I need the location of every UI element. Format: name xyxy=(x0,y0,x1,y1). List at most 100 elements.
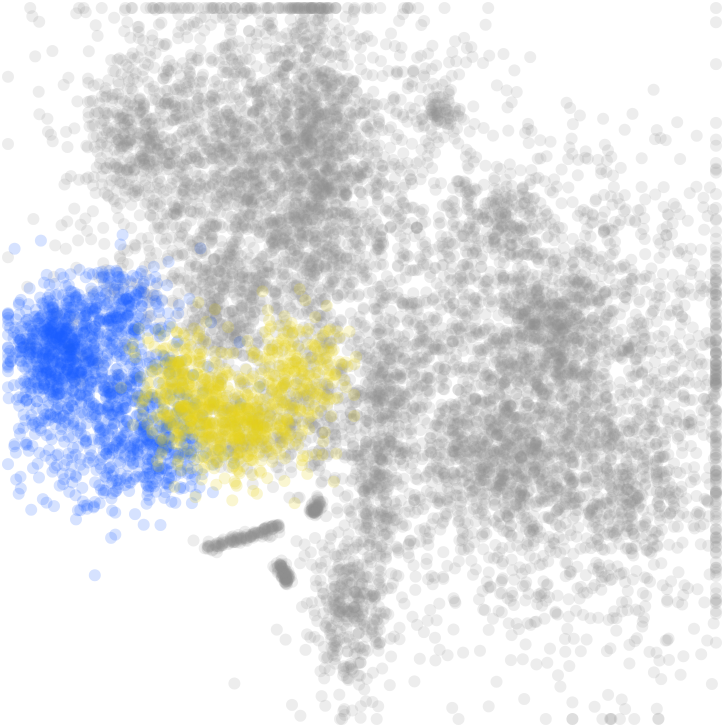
scatter-point xyxy=(426,39,439,52)
scatter-point xyxy=(392,205,405,218)
scatter-point xyxy=(466,50,479,63)
scatter-point xyxy=(402,78,415,90)
scatter-point xyxy=(255,149,268,162)
scatter-point xyxy=(166,104,179,117)
scatter-point xyxy=(300,332,313,345)
scatter-point xyxy=(232,195,245,208)
scatter-point xyxy=(125,277,138,290)
scatter-point xyxy=(29,50,42,63)
scatter-point xyxy=(252,256,265,269)
scatter-point xyxy=(164,2,177,14)
scatter-point xyxy=(464,147,477,160)
scatter-point xyxy=(202,180,215,193)
scatter-point xyxy=(312,14,325,27)
scatter-point xyxy=(200,260,213,273)
scatter-point xyxy=(256,164,269,177)
scatter-point xyxy=(518,693,531,705)
scatter-point xyxy=(250,129,263,142)
scatter-point xyxy=(227,198,240,211)
scatter-point xyxy=(271,279,284,292)
scatter-point xyxy=(295,106,308,119)
scatter-point xyxy=(167,172,179,185)
scatter-point xyxy=(155,257,168,270)
scatter-point xyxy=(477,603,490,616)
scatter-point xyxy=(162,98,174,111)
scatter-point xyxy=(351,169,364,182)
scatter-point xyxy=(393,14,406,27)
scatter-point xyxy=(189,122,202,135)
scatter-point xyxy=(276,109,289,122)
scatter-point xyxy=(288,2,301,14)
scatter-point xyxy=(310,153,323,166)
scatter-point xyxy=(171,175,184,188)
scatter-point xyxy=(218,53,231,66)
scatter-point xyxy=(337,50,350,63)
scatter-point xyxy=(124,51,137,64)
scatter-point xyxy=(180,219,193,232)
scatter-point xyxy=(416,109,429,122)
scatter-point xyxy=(342,209,355,222)
scatter-point xyxy=(677,650,690,663)
scatter-point xyxy=(269,30,282,43)
scatter-point xyxy=(333,74,345,87)
scatter-point xyxy=(544,135,557,148)
scatter-point xyxy=(310,203,323,216)
scatter-point xyxy=(296,138,309,151)
scatter-point xyxy=(319,177,332,190)
scatter-point xyxy=(235,302,248,315)
scatter-point xyxy=(231,293,244,306)
scatter-point xyxy=(468,269,481,282)
scatter-point xyxy=(117,140,130,153)
scatter-point xyxy=(352,288,365,301)
scatter-point xyxy=(192,105,205,118)
scatter-point xyxy=(474,344,487,356)
scatter-point xyxy=(244,53,256,66)
scatter-point xyxy=(27,213,40,225)
scatter-point xyxy=(305,100,318,113)
scatter-point xyxy=(299,355,312,368)
scatter-point xyxy=(291,220,304,233)
scatter-point xyxy=(314,135,327,148)
scatter-point xyxy=(268,299,281,311)
scatter-point xyxy=(246,155,259,168)
scatter-point xyxy=(327,103,340,116)
scatter-point xyxy=(249,219,262,232)
scatter-point xyxy=(390,105,403,118)
scatter-point xyxy=(260,248,273,261)
scatter-point xyxy=(361,2,374,15)
scatter-point xyxy=(192,235,205,248)
scatter-point xyxy=(229,118,242,131)
scatter-point xyxy=(397,181,410,194)
scatter-point xyxy=(361,30,374,43)
scatter-point xyxy=(685,338,698,351)
scatter-point xyxy=(610,624,623,637)
scatter-point xyxy=(279,178,292,191)
scatter-point xyxy=(387,91,400,103)
scatter-point xyxy=(290,75,303,88)
scatter-point xyxy=(33,108,46,121)
scatter-point xyxy=(206,169,219,182)
scatter-point xyxy=(197,156,210,169)
scatter-point xyxy=(157,110,170,122)
scatter-point xyxy=(204,220,217,233)
scatter-point xyxy=(304,20,317,33)
scatter-point xyxy=(79,6,92,19)
scatter-point xyxy=(352,290,365,303)
scatter-point xyxy=(255,299,267,312)
scatter-point xyxy=(318,27,331,40)
scatter-point xyxy=(191,51,204,64)
scatter-point xyxy=(132,26,145,38)
scatter-point xyxy=(282,48,295,61)
scatter-point xyxy=(413,652,426,665)
scatter-point xyxy=(302,204,315,217)
scatter-point xyxy=(710,116,722,129)
scatter-point xyxy=(304,328,317,341)
scatter-point xyxy=(207,2,220,14)
scatter-point xyxy=(267,93,280,106)
scatter-point xyxy=(172,297,185,310)
scatter-point xyxy=(217,158,230,171)
scatter-point xyxy=(108,170,120,183)
scatter-point xyxy=(195,169,208,182)
scatter-point xyxy=(283,163,296,175)
scatter-point xyxy=(316,32,329,45)
